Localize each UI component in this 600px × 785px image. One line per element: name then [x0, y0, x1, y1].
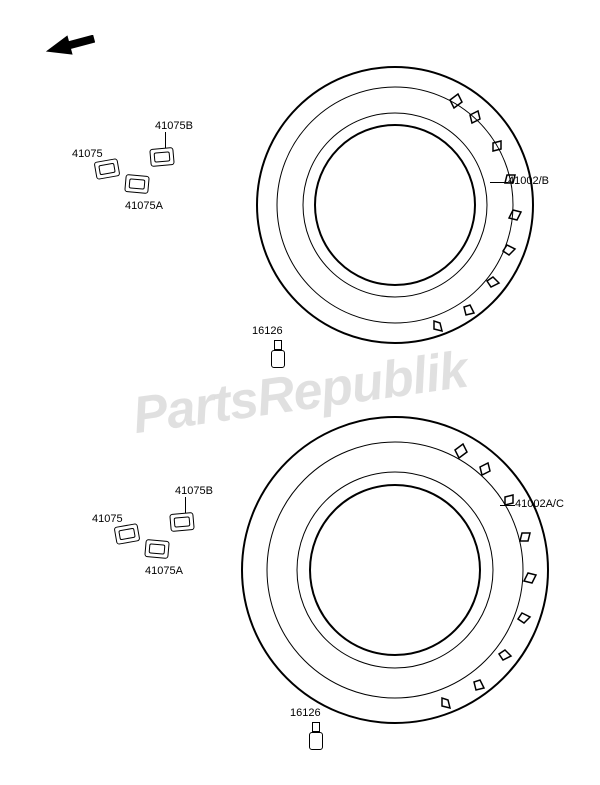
leader-line: [165, 132, 166, 148]
leader-line: [490, 182, 508, 183]
wheel-weight: [144, 539, 169, 559]
tire-valve: [308, 722, 324, 750]
weight-label: 41075A: [125, 200, 163, 212]
weight-label: 41075A: [145, 565, 183, 577]
parts-diagram: 41002/B 41002A/C 41075 4107: [0, 0, 600, 785]
front-tire-assembly: [255, 65, 535, 345]
wheel-weight: [124, 174, 149, 194]
rear-tire-label: 41002A/C: [515, 498, 564, 510]
nav-arrow: [45, 35, 95, 65]
leader-line: [185, 497, 186, 513]
front-tire-label: 41002/B: [508, 175, 549, 187]
weight-label: 41075: [92, 513, 123, 525]
valve-label: 16126: [290, 707, 321, 719]
valve-label: 16126: [252, 325, 283, 337]
wheel-weight: [169, 512, 194, 532]
weight-label: 41075B: [155, 120, 193, 132]
rear-tire-assembly: [240, 415, 550, 725]
wheel-weight: [149, 147, 174, 167]
wheel-weight: [114, 523, 141, 545]
weight-label: 41075B: [175, 485, 213, 497]
wheel-weight: [94, 158, 121, 180]
leader-line: [500, 505, 515, 506]
tire-valve: [270, 340, 286, 368]
weight-label: 41075: [72, 148, 103, 160]
